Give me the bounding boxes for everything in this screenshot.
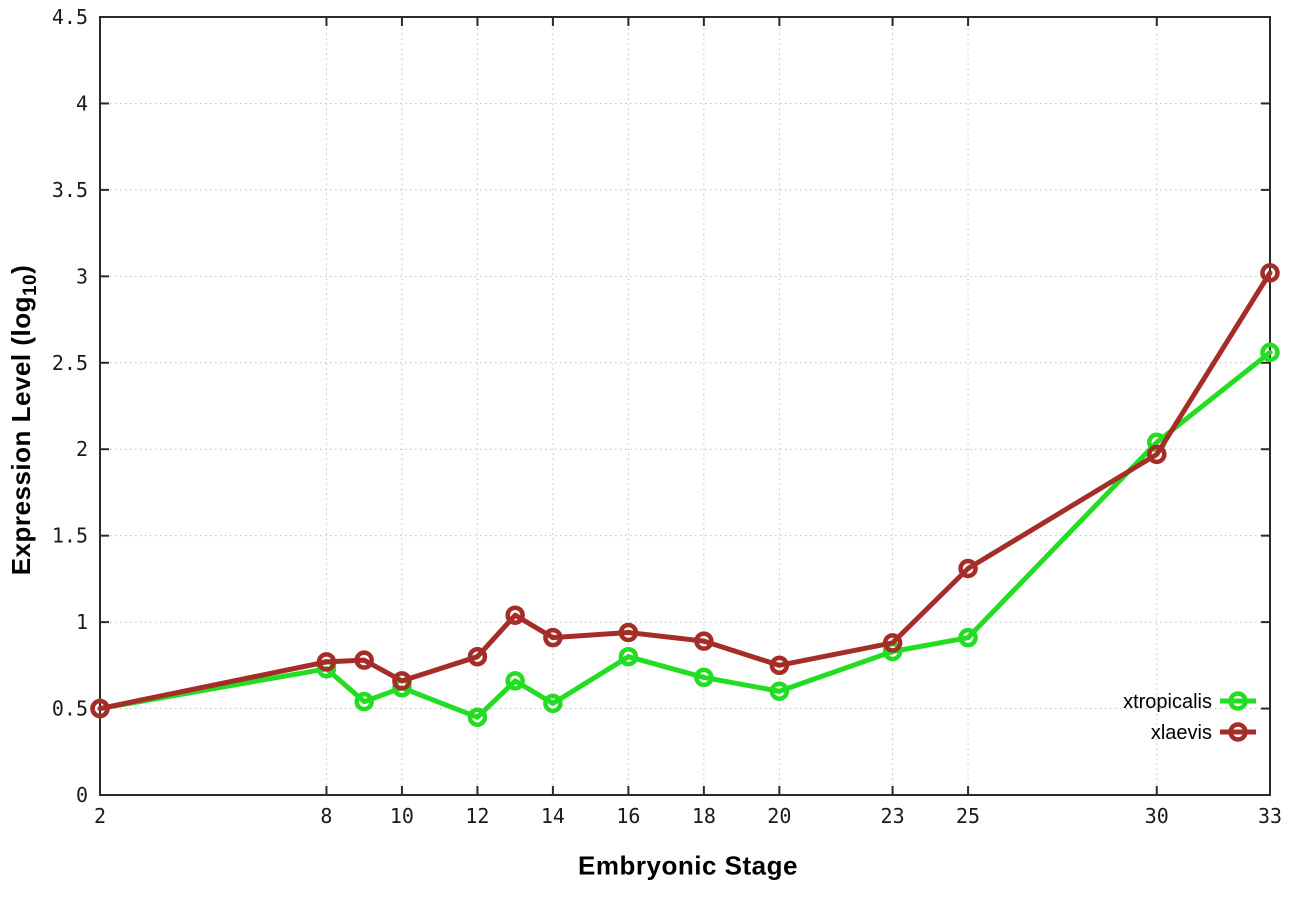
y-tick-label: 1 [76,610,88,634]
x-tick-label: 25 [956,804,980,828]
x-tick-label: 10 [390,804,414,828]
data-point-xlaevis [958,558,978,579]
y-axis-label: Expression Level (log10) [6,265,42,576]
x-tick-label: 18 [692,804,716,828]
plot-border [99,16,1271,796]
data-point-xlaevis [543,627,563,648]
data-point-xtropicalis [694,667,714,688]
y-tick-label: 3 [76,264,88,288]
legend-sample-marker-xlaevis [1228,722,1248,742]
data-point-xlaevis [467,646,488,667]
x-tick-label: 33 [1258,804,1282,828]
y-axis-label-close: ) [5,264,36,274]
y-tick-label: 1.5 [52,524,88,548]
data-point-xlaevis [769,655,790,676]
x-tick-label: 20 [767,804,791,828]
data-point-xlaevis [354,650,374,670]
data-point-xlaevis [618,622,639,643]
legend-label-xlaevis: xlaevis [1151,722,1212,744]
data-point-xtropicalis [618,646,639,667]
series-line-xlaevis [97,270,1273,712]
x-tick-label: 8 [320,804,332,828]
data-point-xlaevis [392,671,412,691]
y-tick-label: 2.5 [52,351,88,375]
x-tick-label: 14 [541,804,565,828]
legend-sample-marker-xtropicalis [1228,691,1248,711]
y-tick-label: 0 [76,783,88,807]
y-axis-label-subscript: 10 [20,273,42,297]
y-tick-label: 3.5 [52,178,88,202]
x-tick-label: 12 [465,804,489,828]
data-point-xlaevis [1260,263,1280,283]
data-point-xlaevis [694,631,714,651]
y-tick-label: 4 [76,91,88,115]
data-point-xtropicalis [505,671,525,691]
x-tick-label: 30 [1145,804,1169,828]
data-point-xlaevis [316,652,337,672]
data-point-xtropicalis [467,707,488,727]
data-point-xlaevis [1147,444,1167,465]
data-point-xtropicalis [958,627,978,648]
data-point-xtropicalis [543,693,563,714]
data-point-xlaevis [882,633,903,653]
y-tick-label: 0.5 [52,697,88,721]
data-point-xlaevis [505,605,525,625]
y-tick-label: 2 [76,437,88,461]
data-point-xtropicalis [769,681,790,702]
y-tick-label: 4.5 [52,5,88,29]
data-point-xlaevis [90,698,110,719]
data-point-xtropicalis [354,691,374,712]
x-axis-label: Embryonic Stage [578,850,798,881]
y-axis-label-text: Expression Level (log [5,296,36,576]
x-tick-label: 2 [94,804,106,828]
series-line-xtropicalis [97,349,1273,720]
legend-label-xtropicalis: xtropicalis [1123,691,1212,713]
data-point-xtropicalis [1260,342,1280,363]
x-tick-label: 16 [616,804,640,828]
x-tick-label: 23 [881,804,905,828]
